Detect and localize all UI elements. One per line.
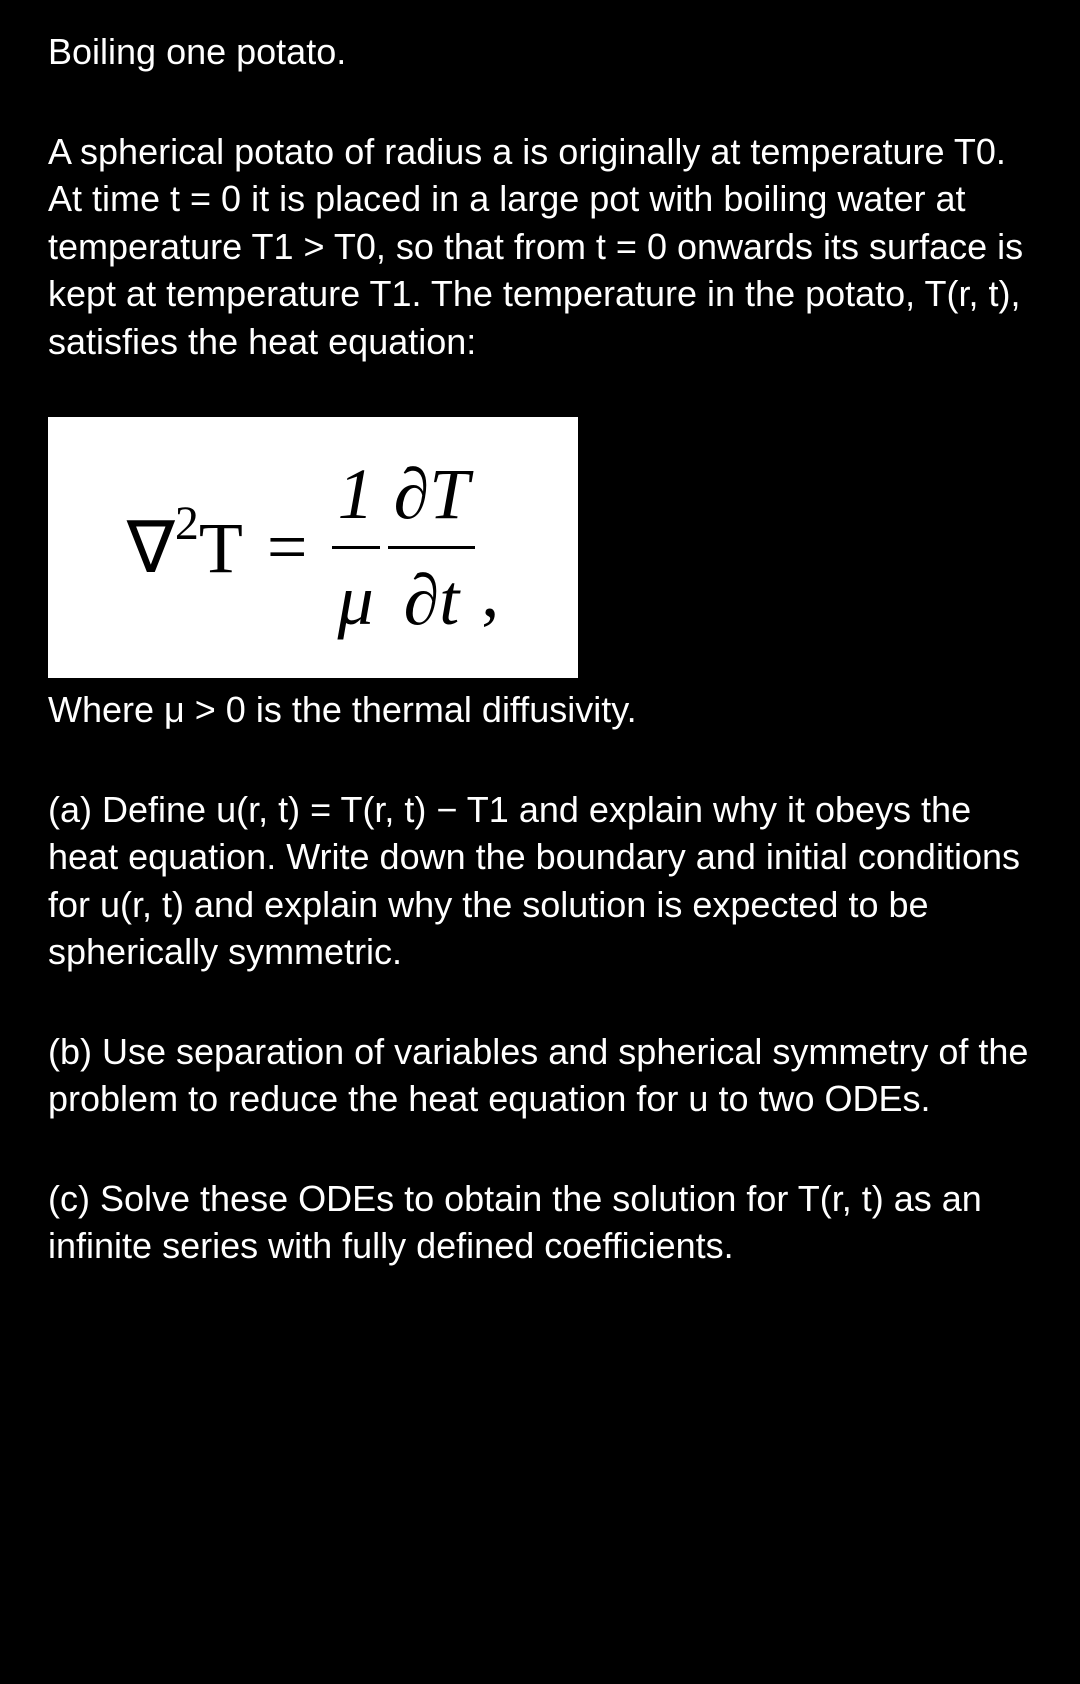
part-b: (b) Use separation of variables and sphe… bbox=[48, 1028, 1032, 1123]
part-a: (a) Define u(r, t) = T(r, t) − T1 and ex… bbox=[48, 786, 1032, 976]
fraction-dT-dt: ∂T ∂t bbox=[388, 447, 476, 648]
equals-sign: = bbox=[267, 500, 308, 595]
fraction-num-1: 1 bbox=[332, 447, 380, 549]
fraction-den-mu: μ bbox=[332, 549, 380, 648]
diffusivity-note: Where μ > 0 is the thermal diffusivity. bbox=[48, 686, 1032, 734]
superscript-2: 2 bbox=[175, 497, 199, 550]
fraction-num-dT: ∂T bbox=[388, 447, 476, 549]
page-title: Boiling one potato. bbox=[48, 28, 1032, 76]
part-c: (c) Solve these ODEs to obtain the solut… bbox=[48, 1175, 1032, 1270]
fraction-den-dt: ∂t bbox=[398, 549, 466, 648]
equation-box: ∇2T = 1 μ ∂T ∂t , bbox=[48, 417, 578, 678]
fraction-1-over-mu: 1 μ bbox=[332, 447, 380, 648]
equation-T-left: T bbox=[199, 508, 243, 588]
equation-comma: , bbox=[481, 545, 499, 640]
heat-equation: ∇2T = 1 μ ∂T ∂t , bbox=[88, 447, 538, 648]
nabla-symbol: ∇ bbox=[127, 501, 175, 596]
intro-paragraph: A spherical potato of radius a is origin… bbox=[48, 128, 1032, 366]
